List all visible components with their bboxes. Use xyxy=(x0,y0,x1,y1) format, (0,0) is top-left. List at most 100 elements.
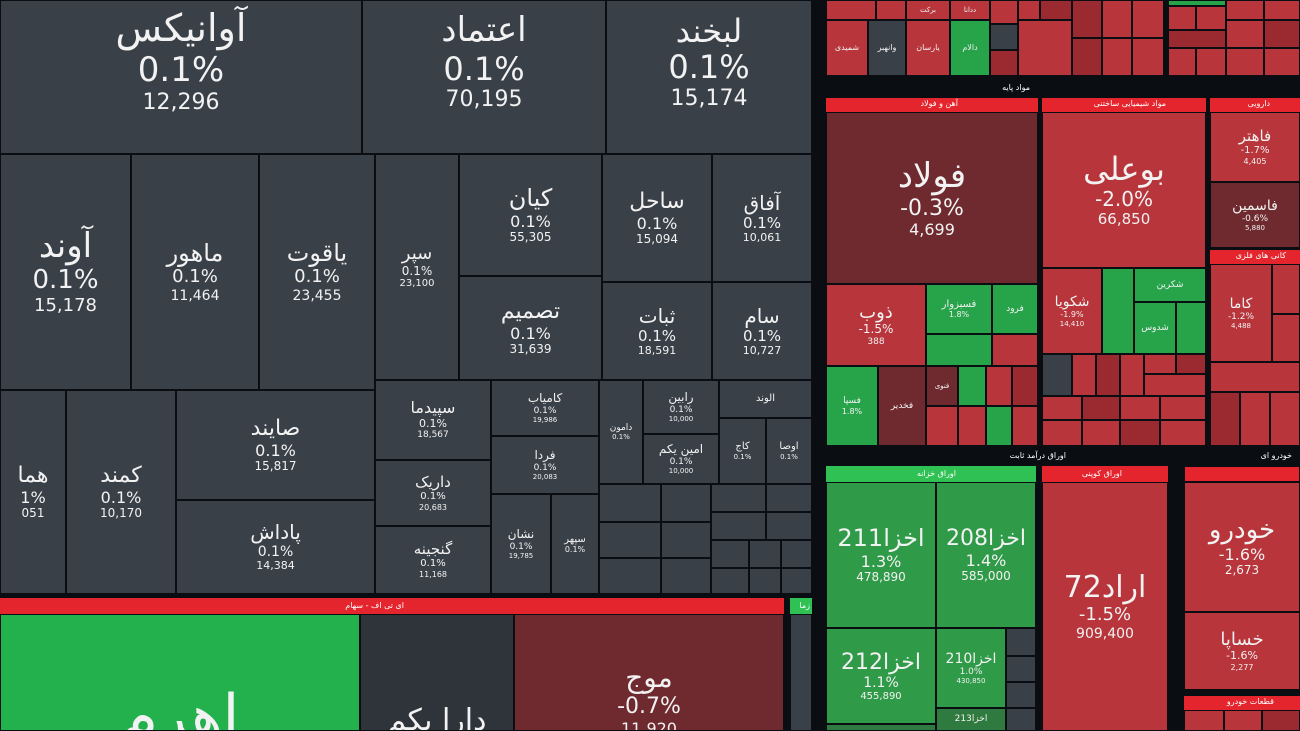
tile-small[interactable] xyxy=(1042,354,1072,396)
tile-sepehr[interactable]: سپهر 0.1% xyxy=(551,494,599,594)
tile-darik[interactable]: داریک 0.1% 20,683 xyxy=(375,460,491,526)
tile-small[interactable] xyxy=(1168,6,1196,30)
tile-zob[interactable]: ذوب -1.5% 388 xyxy=(826,284,926,366)
tile-small[interactable] xyxy=(1270,392,1300,446)
tile-small[interactable] xyxy=(661,522,711,558)
tile-akhza210[interactable]: اخزا210 1.0% 430,850 xyxy=(936,628,1006,708)
tile-dana[interactable]: ددانا xyxy=(950,0,990,20)
tile-small[interactable] xyxy=(1168,0,1226,6)
tile-fasmin[interactable]: فاسمین -0.6% 5,880 xyxy=(1210,182,1300,248)
tile-akhza213[interactable]: اخزا213 xyxy=(936,708,1006,731)
tile-small[interactable] xyxy=(1262,710,1300,731)
tile-avand[interactable]: آوند 0.1% 15,178 xyxy=(0,154,131,390)
tile-small[interactable] xyxy=(711,568,749,594)
tile-kian[interactable]: کیان 0.1% 55,305 xyxy=(459,154,602,276)
tile-small[interactable] xyxy=(1132,0,1164,38)
tile-small[interactable] xyxy=(990,24,1018,50)
tile-mowj[interactable]: موج -0.7% 11,920 xyxy=(514,614,784,731)
tile-small[interactable] xyxy=(661,484,711,522)
tile-small[interactable] xyxy=(1018,0,1040,20)
tile-ganjineh[interactable]: گنجینه 0.1% 11,168 xyxy=(375,526,491,594)
tile-small[interactable] xyxy=(781,540,812,568)
tile-small[interactable] xyxy=(1072,354,1096,396)
tile-small[interactable] xyxy=(1184,466,1300,482)
tile-small[interactable] xyxy=(1132,38,1164,76)
tile-small[interactable] xyxy=(1196,6,1226,30)
tile-small[interactable] xyxy=(1176,302,1206,354)
tile-dara[interactable]: دارا یکم xyxy=(360,614,514,731)
tile-small[interactable] xyxy=(926,334,992,366)
tile-small[interactable] xyxy=(1120,396,1160,420)
tile-etemad[interactable]: اعتماد 0.1% 70,195 xyxy=(362,0,606,154)
tile-small[interactable] xyxy=(1226,20,1264,48)
tile-akhza208[interactable]: اخزا208 1.4% 585,000 xyxy=(936,482,1036,628)
tile-small[interactable] xyxy=(990,0,1018,24)
tile-small[interactable] xyxy=(1168,48,1196,76)
tile-small[interactable] xyxy=(1226,0,1264,20)
tile-small[interactable] xyxy=(1160,396,1206,420)
tile-small[interactable] xyxy=(986,406,1012,446)
tile-small[interactable] xyxy=(1082,420,1120,446)
tile-shekava[interactable]: شکویا -1.9% 14,410 xyxy=(1042,268,1102,354)
tile-fasbzovar[interactable]: فسبزوار 1.8% xyxy=(926,284,992,334)
tile-small[interactable] xyxy=(1264,0,1300,20)
tile-small[interactable] xyxy=(826,724,936,731)
tile-small[interactable] xyxy=(1210,392,1240,446)
tile-hamaa[interactable]: هما 1% 051 xyxy=(0,390,66,594)
tile-small[interactable] xyxy=(992,334,1038,366)
tile-small[interactable] xyxy=(1176,354,1206,374)
tile-small[interactable] xyxy=(958,366,986,406)
tile-small[interactable] xyxy=(1144,354,1176,374)
tile-small[interactable] xyxy=(1226,48,1264,76)
tile-small[interactable] xyxy=(1272,264,1300,314)
tile-small[interactable] xyxy=(1272,314,1300,362)
tile-folad[interactable]: فولاد -0.3% 4,699 xyxy=(826,112,1038,284)
tile-small[interactable] xyxy=(1006,656,1036,682)
tile-small[interactable] xyxy=(1096,354,1120,396)
tile-sabat[interactable]: ثبات 0.1% 18,591 xyxy=(602,282,712,380)
tile-small[interactable] xyxy=(1264,48,1300,76)
tile-shakrin[interactable]: شکرین xyxy=(1134,268,1206,302)
tile-akhza211[interactable]: اخزا211 1.3% 478,890 xyxy=(826,482,936,628)
tile-small[interactable] xyxy=(599,522,661,558)
tile-small[interactable] xyxy=(766,484,812,512)
tile-small[interactable] xyxy=(876,0,906,20)
tile-shoush[interactable]: شدوس xyxy=(1134,302,1176,354)
tile-yaghut[interactable]: یاقوت 0.1% 23,455 xyxy=(259,154,375,390)
tile-small[interactable] xyxy=(958,406,986,446)
tile-small[interactable] xyxy=(790,614,812,731)
tile-small[interactable] xyxy=(1040,0,1072,20)
tile-sepidma[interactable]: سپیدما 0.1% 18,567 xyxy=(375,380,491,460)
tile-small[interactable] xyxy=(781,568,812,594)
tile-kamyab[interactable]: کامیاب 0.1% 19,986 xyxy=(491,380,599,436)
tile-boali[interactable]: بوعلی -2.0% 66,850 xyxy=(1042,112,1206,268)
tile-khsapa[interactable]: خساپا -1.6% 2,277 xyxy=(1184,612,1300,690)
tile-small[interactable] xyxy=(1018,20,1072,76)
tile-yarsan[interactable]: یارسان xyxy=(906,20,950,76)
tile-small[interactable] xyxy=(1042,420,1082,446)
tile-small[interactable] xyxy=(766,512,812,540)
tile-small[interactable] xyxy=(1120,420,1160,446)
tile-small[interactable] xyxy=(661,558,711,594)
tile-small[interactable] xyxy=(1012,406,1038,446)
tile-small[interactable] xyxy=(1006,628,1036,656)
tile-small[interactable] xyxy=(599,558,661,594)
tile-vanhir[interactable]: وانهبر xyxy=(868,20,906,76)
tile-small[interactable] xyxy=(711,512,766,540)
tile-kamand[interactable]: کمند 0.1% 10,170 xyxy=(66,390,176,594)
tile-small[interactable] xyxy=(1082,396,1120,420)
tile-afagh[interactable]: آفاق 0.1% 10,061 xyxy=(712,154,812,282)
tile-small[interactable] xyxy=(1102,0,1132,38)
tile-small[interactable] xyxy=(1168,30,1226,48)
tile-akhza212[interactable]: اخزا212 1.1% 455,890 xyxy=(826,628,936,724)
tile-small[interactable] xyxy=(1144,374,1206,396)
tile-small[interactable] xyxy=(826,0,876,20)
tile-small[interactable] xyxy=(1224,710,1262,731)
tile-small[interactable] xyxy=(1072,0,1102,38)
tile-neshan[interactable]: نشان 0.1% 19,785 xyxy=(491,494,551,594)
tile-padash[interactable]: پاداش 0.1% 14,384 xyxy=(176,500,375,594)
tile-small[interactable] xyxy=(1120,354,1144,396)
tile-faspa[interactable]: فسپا 1.8% xyxy=(826,366,878,446)
tile-small[interactable] xyxy=(1102,268,1134,354)
tile-small[interactable] xyxy=(990,50,1018,76)
